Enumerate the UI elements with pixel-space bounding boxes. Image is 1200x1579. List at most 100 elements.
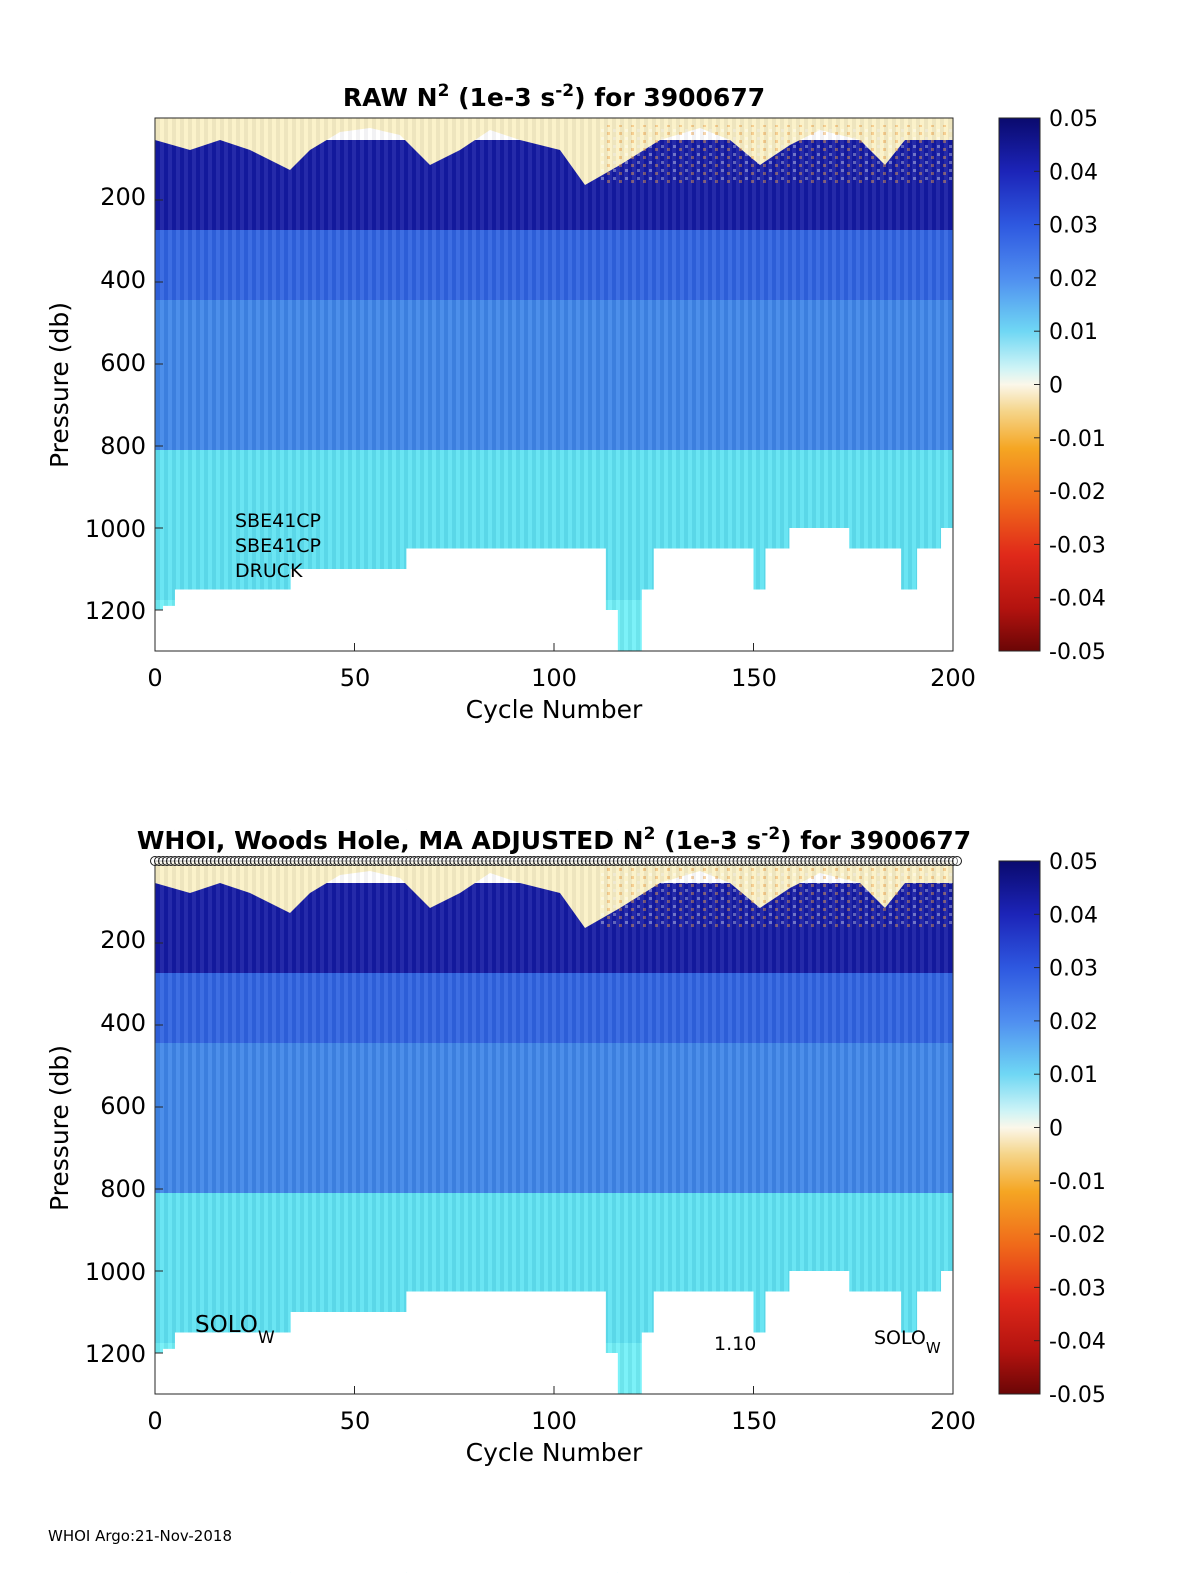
qc-marker — [640, 856, 651, 866]
y-tick-label: 1000 — [85, 515, 146, 543]
qc-marker — [449, 856, 460, 866]
qc-marker — [944, 856, 955, 866]
qc-marker — [445, 856, 456, 866]
qc-marker — [217, 856, 228, 866]
qc-marker — [345, 856, 356, 866]
qc-marker — [505, 856, 516, 866]
y-tick-label: 1000 — [85, 1258, 146, 1286]
qc-marker — [604, 856, 615, 866]
colorbar-tick-label: -0.04 — [1049, 1330, 1106, 1355]
qc-marker — [680, 856, 691, 866]
colorbar-tick-label: 0.05 — [1049, 107, 1098, 132]
qc-marker — [517, 856, 528, 866]
colorbar-ticks: 0.05 0.04 0.03 0.02 0.01 0 -0.01 -0.02 -0.03 -0.0… — [1034, 107, 1106, 665]
qc-marker — [888, 856, 899, 866]
qc-marker — [636, 856, 647, 866]
qc-marker — [381, 856, 392, 866]
qc-marker — [692, 856, 703, 866]
annotation-ctd: SBE41CP — [235, 510, 321, 532]
qc-marker — [736, 856, 747, 866]
colorbar-tick-label: 0.04 — [1049, 903, 1098, 928]
qc-marker — [600, 856, 611, 866]
qc-marker — [169, 856, 180, 866]
x-tick-label: 200 — [930, 664, 976, 692]
qc-marker — [688, 856, 699, 866]
qc-marker — [201, 856, 212, 866]
colorbar-tick-label: -0.03 — [1049, 1276, 1106, 1301]
colorbar-tick-label: 0.03 — [1049, 957, 1098, 982]
qc-marker — [652, 856, 663, 866]
qc-marker — [884, 856, 895, 866]
qc-marker — [457, 856, 468, 866]
qc-marker — [772, 856, 783, 866]
colorbar-tick-label: 0.04 — [1049, 160, 1098, 185]
colorbar: 0.05 0.04 0.03 0.02 0.01 0 -0.01 -0.02 -0.03 -0.0… — [998, 850, 1106, 1408]
qc-marker — [545, 856, 556, 866]
qc-marker — [161, 856, 172, 866]
qc-marker — [740, 856, 751, 866]
qc-marker — [353, 856, 364, 866]
qc-marker — [552, 856, 563, 866]
qc-marker — [453, 856, 464, 866]
x-tick-label: 0 — [147, 664, 162, 692]
qc-marker — [876, 856, 887, 866]
colorbar-tick-label: 0 — [1049, 374, 1063, 399]
colorbar-tick-label: -0.02 — [1049, 480, 1106, 505]
colorbar: 0.05 0.04 0.03 0.02 0.01 0 -0.01 -0.02 -0.03 -0.0… — [998, 107, 1106, 665]
qc-marker — [932, 856, 943, 866]
qc-marker — [389, 856, 400, 866]
qc-marker — [800, 856, 811, 866]
qc-marker — [848, 856, 859, 866]
qc-marker — [209, 856, 220, 866]
qc-marker — [337, 856, 348, 866]
qc-marker — [193, 856, 204, 866]
qc-marker — [564, 856, 575, 866]
qc-marker — [572, 856, 583, 866]
qc-marker — [712, 856, 723, 866]
qc-marker — [529, 856, 540, 866]
qc-marker — [924, 856, 935, 866]
qc-marker — [760, 856, 771, 866]
qc-marker — [616, 856, 627, 866]
qc-marker — [664, 856, 675, 866]
y-tick-label: 600 — [100, 1092, 146, 1120]
colorbar-gradient — [998, 117, 1041, 652]
qc-marker — [728, 856, 739, 866]
qc-marker — [732, 856, 743, 866]
y-tick-label: 800 — [100, 432, 146, 460]
qc-marker — [441, 856, 452, 866]
adjusted-n2-panel: WHOI, Woods Hole, MA ADJUSTED N2 (1e-3 s… — [45, 824, 1106, 1573]
qc-marker — [297, 856, 308, 866]
qc-marker — [245, 856, 256, 866]
qc-marker — [421, 856, 432, 866]
qc-marker — [708, 856, 719, 866]
qc-marker — [896, 856, 907, 866]
qc-marker — [836, 856, 847, 866]
colorbar-tick-label: 0.02 — [1049, 267, 1098, 292]
qc-marker — [509, 856, 520, 866]
x-tick-label: 0 — [147, 1407, 162, 1435]
qc-marker — [892, 856, 903, 866]
qc-marker — [716, 856, 727, 866]
qc-marker — [369, 856, 380, 866]
qc-marker — [289, 856, 300, 866]
qc-marker — [241, 856, 252, 866]
qc-marker — [644, 856, 655, 866]
x-axis: 0 50 100 150 200 Cycle Number — [147, 664, 976, 724]
qc-marker — [313, 856, 324, 866]
qc-marker — [584, 856, 595, 866]
qc-marker — [668, 856, 679, 866]
qc-marker — [181, 856, 192, 866]
qc-marker — [265, 856, 276, 866]
qc-marker — [700, 856, 711, 866]
qc-marker — [205, 856, 216, 866]
qc-marker — [197, 856, 208, 866]
qc-marker — [150, 856, 160, 866]
qc-marker — [405, 856, 416, 866]
qc-marker — [720, 856, 731, 866]
qc-marker — [844, 856, 855, 866]
colorbar-tick-label: -0.03 — [1049, 533, 1106, 558]
qc-marker — [788, 856, 799, 866]
qc-marker — [361, 856, 372, 866]
